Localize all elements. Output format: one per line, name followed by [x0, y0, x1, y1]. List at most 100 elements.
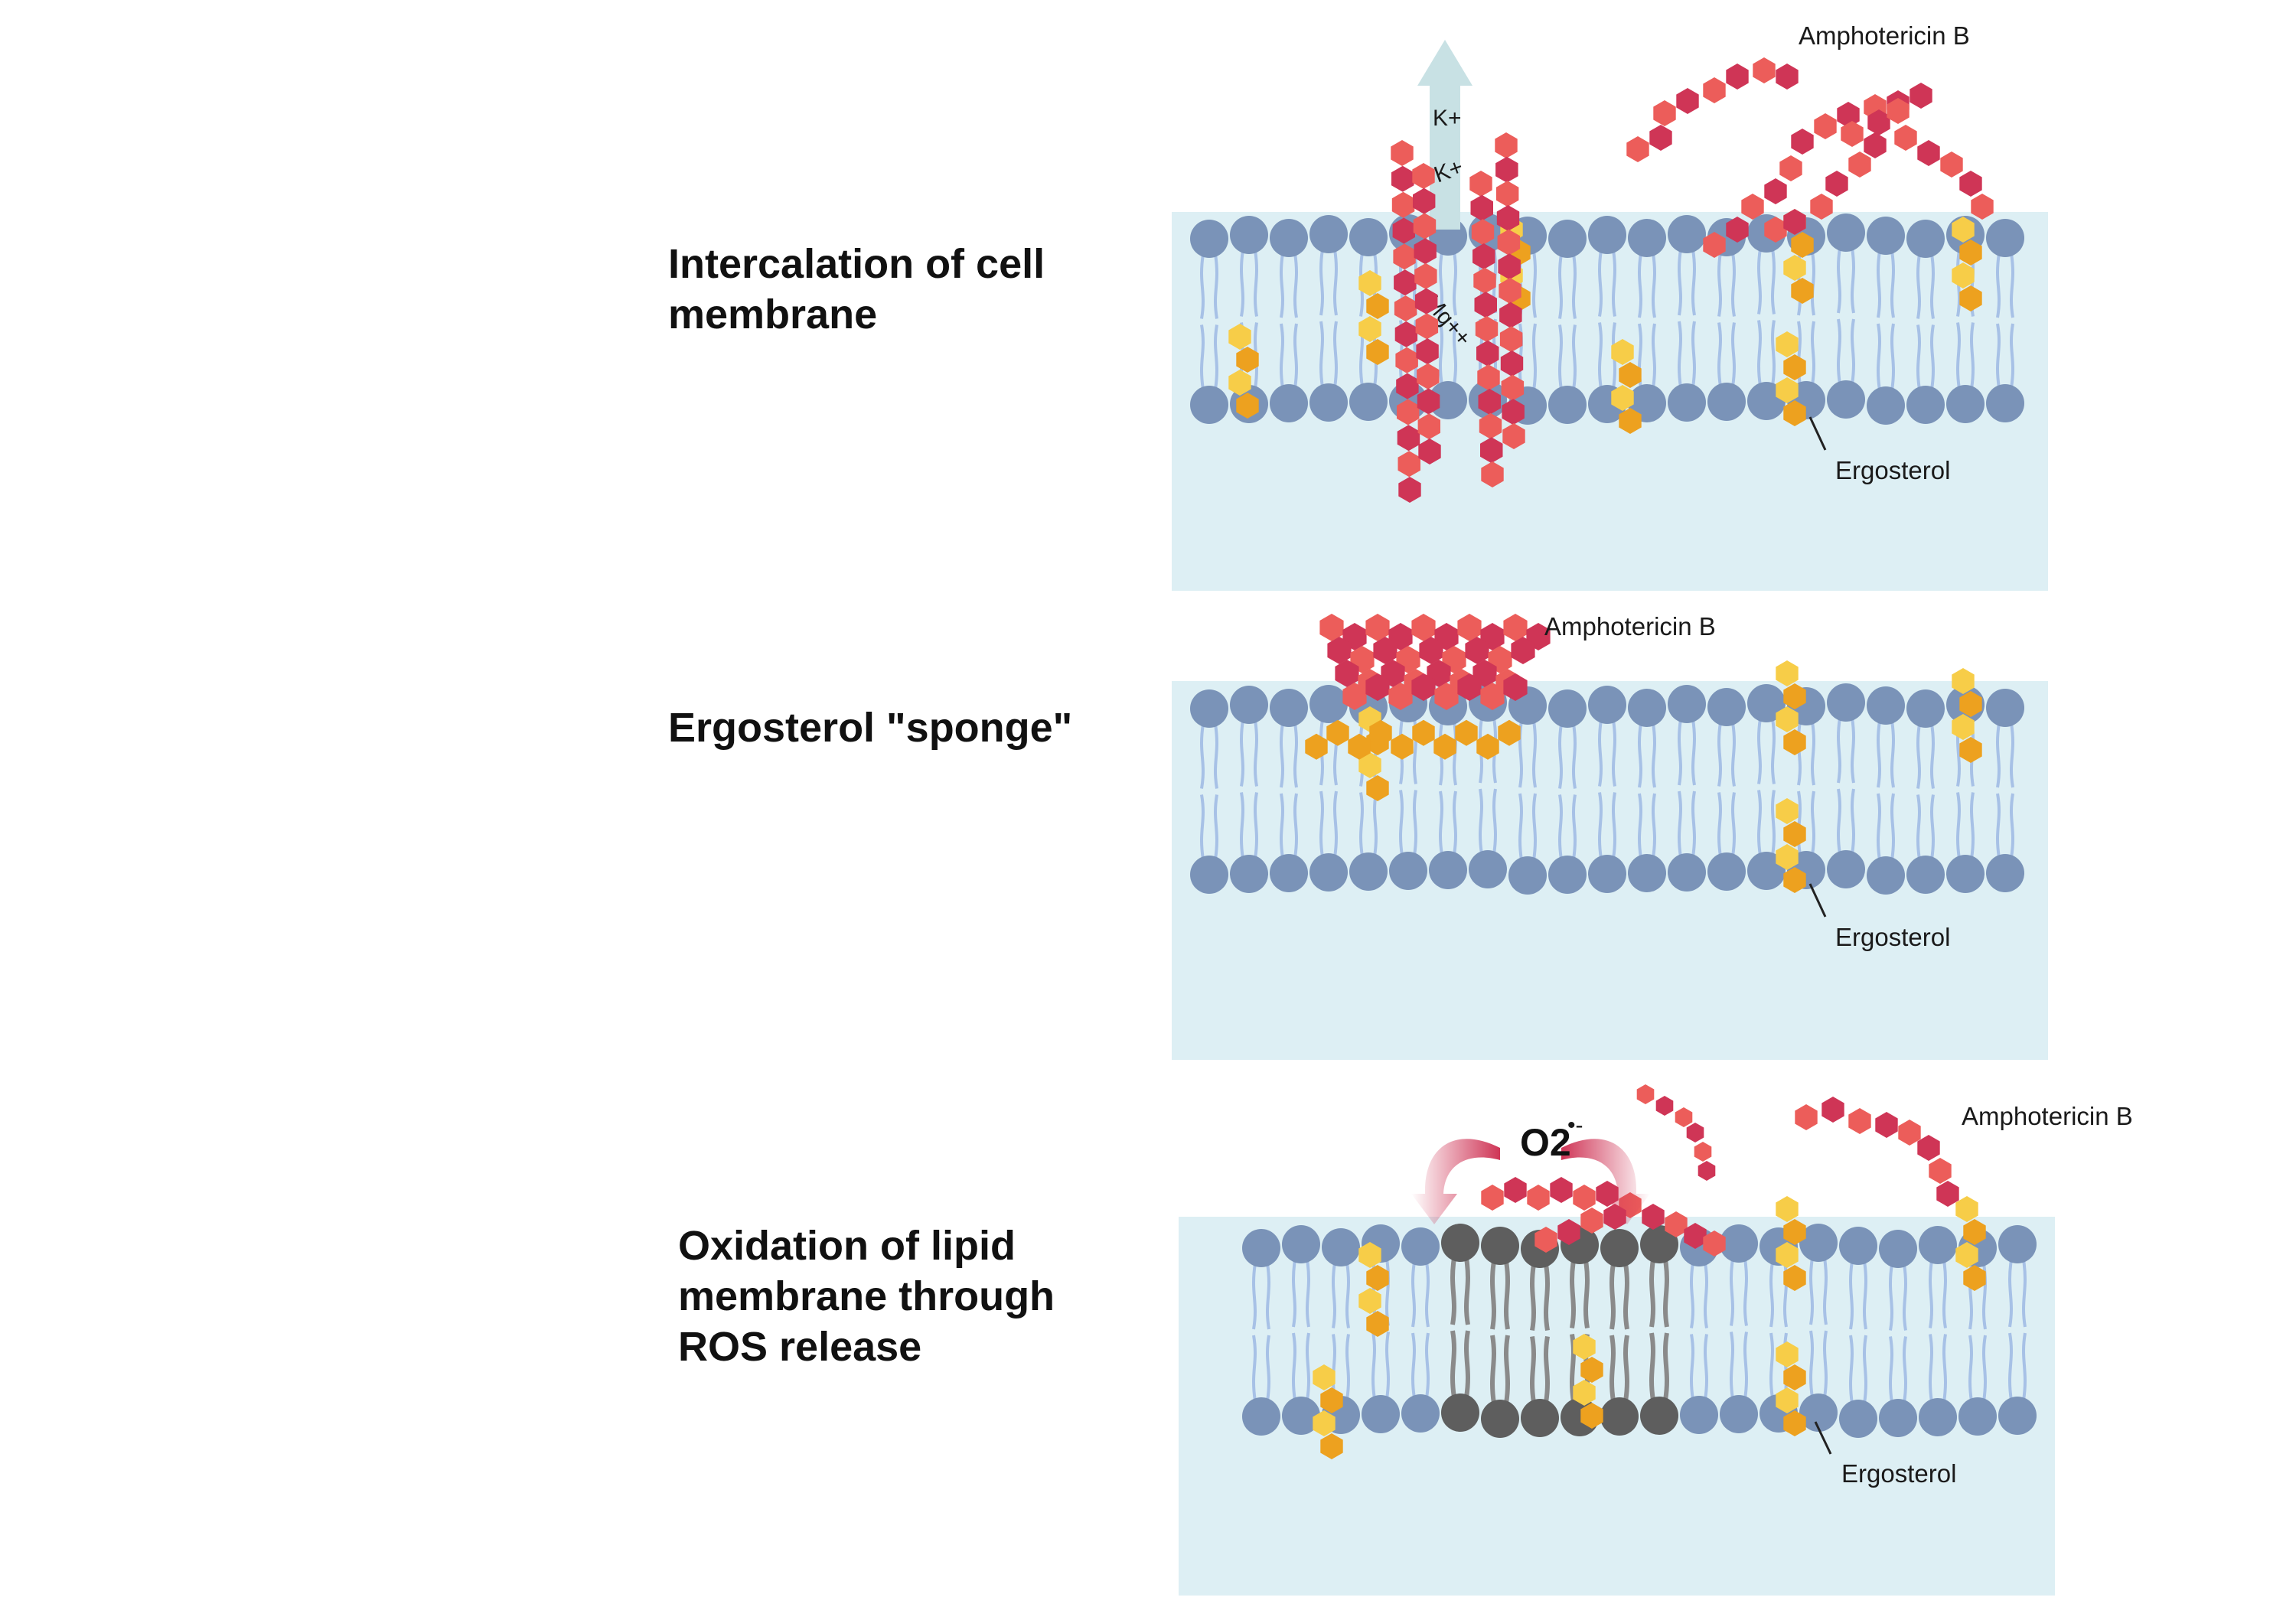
lipid-tail	[1450, 1330, 1456, 1398]
lipid-head	[1441, 1393, 1479, 1432]
lipid-tail	[2010, 323, 2014, 389]
amphotericin-b-label: Amphotericin B	[1544, 612, 1716, 641]
lipid-head	[1668, 215, 1706, 253]
lipid-head	[1707, 688, 1746, 726]
amphotericin-ring	[1397, 425, 1420, 451]
amphotericin-ring	[1694, 1142, 1712, 1162]
lipid-head	[1867, 386, 1905, 425]
amphotericin-ring	[1753, 57, 1776, 83]
lipid-tail	[1797, 790, 1802, 856]
lipid-head	[1508, 856, 1547, 895]
lipid-head	[1548, 856, 1587, 894]
ergosterol-ring	[1366, 1311, 1389, 1337]
lipid-tail	[1970, 792, 1975, 859]
ergosterol-ring	[1313, 1364, 1336, 1390]
amphotericin-ring	[1887, 98, 1910, 124]
amphotericin-ring	[1783, 209, 1806, 235]
amphotericin-ring	[1686, 1123, 1704, 1143]
amphotericin-ring	[1936, 1181, 1959, 1207]
lipid-tail	[1731, 722, 1736, 787]
lipid-tail	[1730, 1258, 1734, 1326]
lipid-tail	[1678, 249, 1682, 316]
lipid-tail	[1731, 792, 1736, 857]
amphotericin-ring	[1480, 683, 1505, 710]
lipid-tail	[1252, 1263, 1257, 1330]
lipid-head	[1906, 220, 1945, 258]
lipid-head	[1879, 1399, 1917, 1437]
amphotericin-b-molecules	[1626, 57, 1994, 258]
lipid-tail	[1851, 717, 1855, 784]
lipid-tail	[1558, 794, 1563, 860]
amphotericin-ring	[1414, 262, 1437, 289]
lipid-head	[1190, 220, 1228, 258]
lipid-tail	[1849, 1335, 1854, 1404]
lipid-head	[1906, 689, 1945, 728]
lipid-tail	[1439, 251, 1443, 316]
amphotericin-ring	[1848, 152, 1871, 178]
lipid-head	[1839, 1400, 1877, 1438]
ergosterol-ring	[1963, 1265, 1986, 1291]
amphotericin-ring	[1626, 136, 1649, 162]
lipid-tail	[1916, 794, 1921, 860]
lipid-head	[1827, 214, 1865, 252]
lipid-head	[1946, 855, 1985, 893]
amphotericin-ring	[1480, 437, 1503, 464]
ergosterol-ring	[1776, 706, 1799, 732]
amphotericin-ring	[1418, 438, 1441, 464]
amphotericin-ring	[1479, 412, 1502, 439]
ergosterol-ring	[1959, 737, 1982, 763]
ergosterol-ring	[1305, 733, 1328, 760]
ergosterol-ring	[1783, 729, 1806, 755]
lipid-tail	[1823, 1330, 1828, 1398]
lipid-tail	[1809, 1257, 1814, 1325]
amphotericin-ring	[1703, 1231, 1726, 1257]
lipid-head	[1600, 1229, 1639, 1267]
ergosterol-ring	[1959, 691, 1982, 717]
amphotericin-ring	[1476, 340, 1499, 367]
amphotericin-ring	[1764, 217, 1787, 243]
ergosterol-ring	[1783, 683, 1806, 709]
ergosterol-ring	[1580, 1403, 1603, 1429]
amphotericin-ring	[1580, 1208, 1603, 1234]
lipid-head	[1349, 852, 1388, 891]
ergosterol-ring	[1619, 408, 1642, 434]
lipid-tail	[1572, 253, 1577, 319]
ergosterol-ring	[1348, 733, 1371, 760]
ergosterol-ring	[1611, 339, 1634, 365]
lipid-tail	[1769, 1332, 1774, 1399]
lipid-head	[1919, 1226, 1957, 1264]
lipid-tail	[1425, 1261, 1430, 1328]
lipid-tail	[1490, 1335, 1496, 1404]
ergosterol-ring	[1366, 339, 1389, 365]
lipid-tail	[1532, 793, 1537, 861]
lipid-tail	[1863, 1335, 1867, 1404]
lipid-tail	[1306, 1332, 1310, 1401]
amphotericin-ring	[1653, 100, 1676, 126]
amphotericin-ring	[1413, 187, 1436, 214]
lipid-head	[1707, 852, 1746, 891]
lipid-tail	[1371, 1332, 1376, 1400]
ergosterol-label: Ergosterol	[1835, 923, 1950, 951]
lipid-tail	[1385, 1332, 1390, 1400]
ros-release-arrows	[1411, 1139, 1650, 1224]
ergosterol-ring	[1776, 660, 1799, 686]
lipid-tail	[1439, 790, 1443, 856]
lipid-head	[1429, 851, 1467, 889]
amphotericin-ring	[1917, 1135, 1940, 1161]
lipid-tail	[1612, 792, 1616, 859]
lipid-tail	[1280, 793, 1284, 859]
lipid-tail	[1771, 718, 1776, 784]
amphotericin-ring	[1500, 350, 1524, 376]
lipid-bilayer	[1190, 683, 2024, 895]
lipid-tail	[1453, 790, 1457, 856]
lipid-tail	[1240, 719, 1244, 787]
lipid-tail	[1558, 324, 1563, 390]
ergosterol-ring	[1313, 1410, 1336, 1436]
lipid-tail	[1890, 720, 1895, 788]
lipid-head	[1906, 386, 1945, 424]
lipid-tail	[1877, 323, 1881, 391]
lipid-tail	[1598, 719, 1603, 787]
lipid-tail	[1982, 1335, 1987, 1402]
lipid-tail	[1691, 321, 1696, 388]
amphotericin-ring	[1392, 217, 1415, 244]
